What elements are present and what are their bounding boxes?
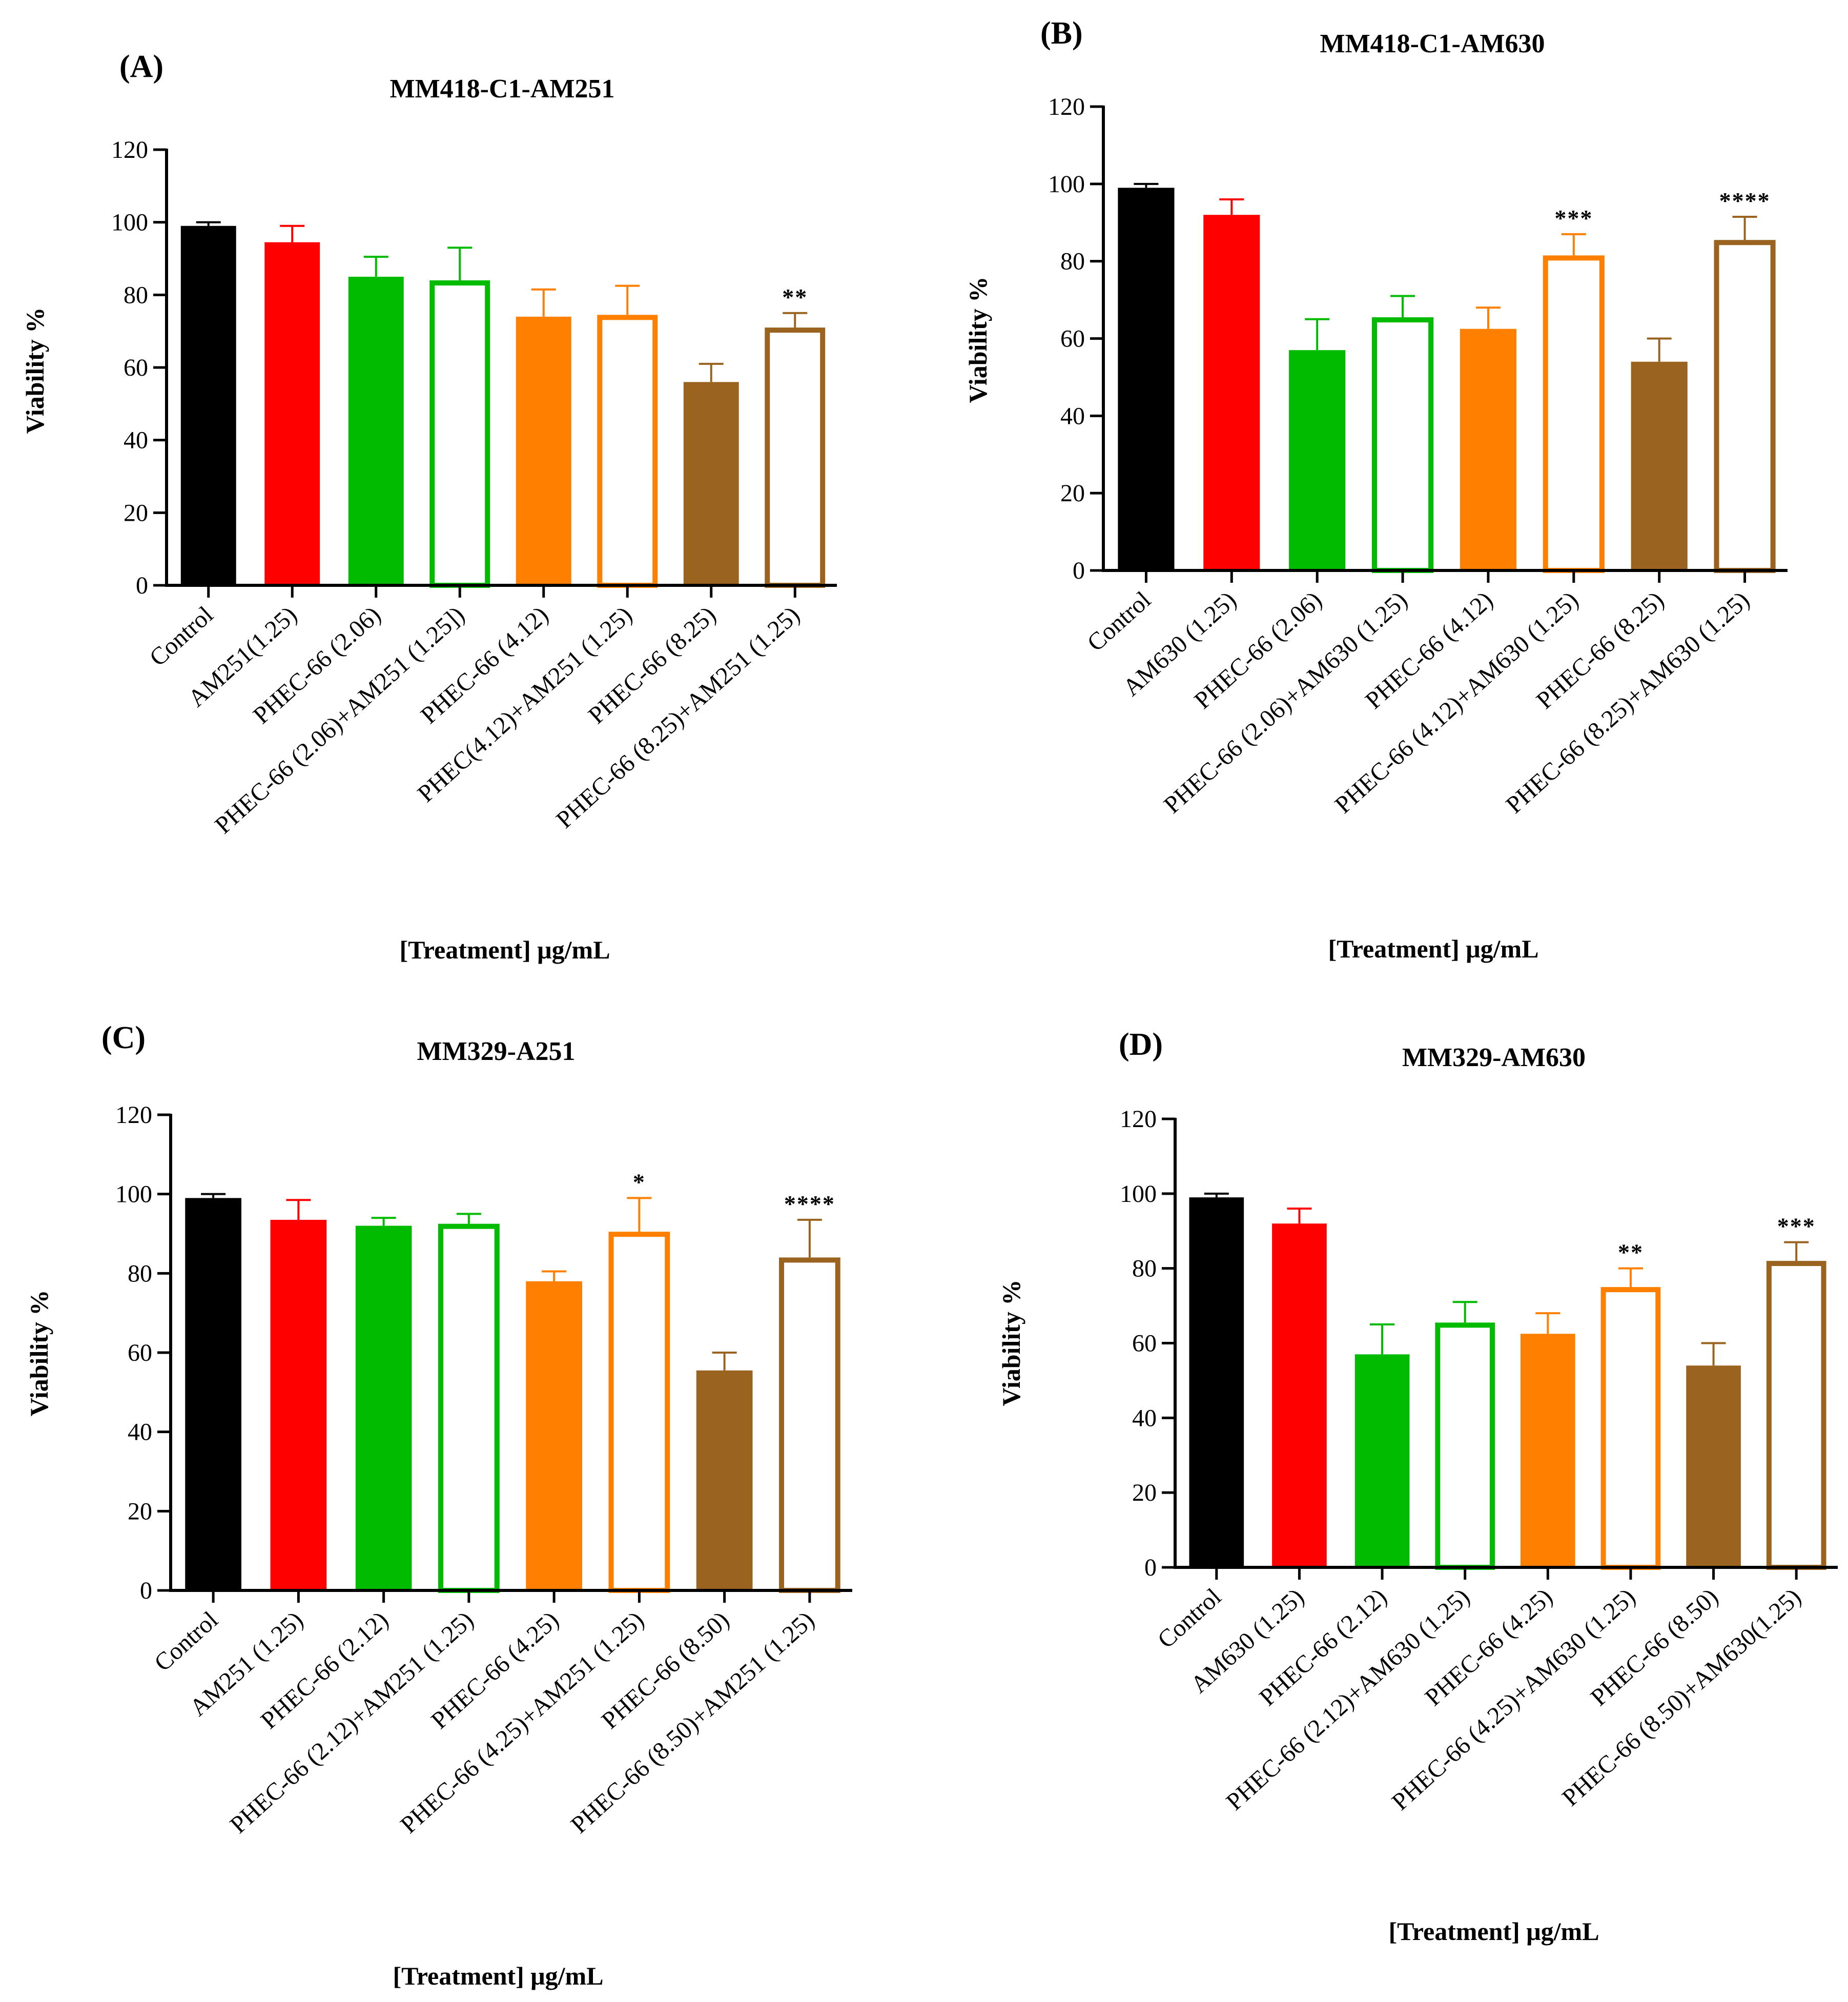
panel-b-y-axis-title: Viability %	[963, 277, 992, 403]
panel-c: (C) MM329-A251 Viability % [Treatment] μ…	[25, 1020, 852, 1990]
p2-y-tick-label-6: 120	[115, 1101, 152, 1129]
p2-y-tick-label-1: 20	[128, 1498, 152, 1525]
p3-bar-0	[1189, 1197, 1244, 1567]
p3-y-tick-label-5: 100	[1120, 1180, 1157, 1208]
p3-category-label-0: Control	[1153, 1583, 1226, 1654]
p3-y-tick-label-3: 60	[1132, 1330, 1157, 1357]
panel-b: (B) MM418-C1-AM630 Viability % [Treatmen…	[963, 16, 1788, 963]
p1-y-tick-label-4: 80	[1060, 248, 1085, 275]
panel-a: (A) MM418-C1-AM251 Viability % [Treatmen…	[20, 49, 837, 964]
p2-significance-7: ****	[784, 1191, 835, 1217]
p2-bar-1	[270, 1219, 327, 1590]
p3-bar-2	[1354, 1354, 1410, 1567]
p0-bar-2	[348, 276, 404, 585]
p2-bar-4	[526, 1281, 582, 1590]
p1-bar-7	[1714, 240, 1776, 573]
p1-significance-7: ****	[1719, 188, 1771, 214]
p2-bar-7	[779, 1257, 840, 1593]
p3-bar-5	[1600, 1287, 1661, 1570]
p0-y-tick-label-3: 60	[124, 354, 148, 381]
p2-significance-5: *	[633, 1169, 646, 1195]
panel-a-x-axis-title: [Treatment] μg/mL	[399, 935, 610, 964]
p2-category-label-0: Control	[149, 1606, 223, 1677]
p3-bar-7	[1766, 1261, 1826, 1570]
panel-b-title: MM418-C1-AM630	[1320, 29, 1545, 58]
panel-a-title: MM418-C1-AM251	[390, 74, 615, 104]
p0-y-tick-label-4: 80	[124, 281, 148, 309]
p3-y-tick-label-1: 20	[1132, 1479, 1157, 1506]
panel-d-title: MM329-AM630	[1402, 1043, 1586, 1072]
panel-d: (D) MM329-AM630 Viability % [Treatment] …	[997, 1027, 1838, 1946]
p1-y-tick-label-5: 100	[1048, 171, 1085, 198]
p3-y-tick-label-2: 40	[1132, 1404, 1157, 1432]
p0-y-tick-label-1: 20	[124, 499, 148, 526]
p2-bar-5	[608, 1232, 670, 1593]
panel-a-y-axis-title: Viability %	[20, 308, 49, 434]
p0-y-tick-label-5: 100	[111, 209, 148, 236]
p0-bar-5	[597, 315, 658, 588]
p1-y-tick-label-1: 20	[1060, 480, 1085, 507]
panel-d-x-axis-title: [Treatment] μg/mL	[1388, 1917, 1599, 1946]
p0-bar-6	[683, 382, 739, 585]
p1-bar-4	[1460, 329, 1517, 570]
p3-bar-4	[1520, 1334, 1575, 1567]
p3-bar-3	[1435, 1322, 1495, 1570]
p0-bar-1	[264, 242, 320, 585]
p0-bar-3	[429, 280, 490, 588]
p0-bar-0	[180, 226, 236, 585]
p1-y-tick-label-2: 40	[1060, 402, 1085, 430]
p2-bar-2	[355, 1225, 412, 1590]
p3-significance-5: **	[1618, 1239, 1644, 1265]
p0-significance-7: **	[782, 284, 808, 310]
p3-y-tick-label-4: 80	[1132, 1255, 1157, 1282]
p2-bar-6	[696, 1370, 753, 1590]
panel-c-y-axis-title: Viability %	[25, 1290, 53, 1417]
p1-bar-6	[1631, 361, 1688, 570]
p3-bar-1	[1272, 1223, 1327, 1567]
p2-bar-0	[185, 1198, 241, 1590]
panel-b-x-axis-title: [Treatment] μg/mL	[1328, 934, 1538, 963]
p3-y-tick-label-0: 0	[1144, 1554, 1157, 1581]
p2-y-tick-label-5: 100	[115, 1181, 152, 1208]
p1-y-tick-label-6: 120	[1048, 93, 1085, 120]
p1-y-tick-label-0: 0	[1073, 557, 1085, 584]
p2-y-tick-label-3: 60	[128, 1339, 152, 1366]
p1-bar-2	[1289, 350, 1346, 570]
p2-y-tick-label-2: 40	[128, 1419, 152, 1446]
p0-bar-7	[765, 328, 826, 588]
p1-y-tick-label-3: 60	[1060, 325, 1085, 353]
panel-d-label: (D)	[1119, 1027, 1163, 1062]
p1-bar-0	[1118, 188, 1175, 570]
panel-a-label: (A)	[119, 49, 163, 84]
p0-y-tick-label-0: 0	[136, 572, 148, 599]
p2-y-tick-label-4: 80	[128, 1260, 152, 1287]
p3-y-tick-label-6: 120	[1120, 1106, 1157, 1133]
p1-significance-5: ***	[1554, 205, 1593, 231]
p1-category-label-0: Control	[1082, 586, 1156, 657]
panel-c-title: MM329-A251	[417, 1037, 575, 1066]
p3-bar-6	[1686, 1365, 1741, 1567]
panel-c-label: (C)	[101, 1020, 146, 1055]
p2-bar-3	[438, 1223, 500, 1594]
panel-c-x-axis-title: [Treatment] μg/mL	[393, 1962, 603, 1990]
p2-y-tick-label-0: 0	[140, 1577, 152, 1604]
p0-y-tick-label-6: 120	[111, 136, 148, 164]
p0-y-tick-label-2: 40	[124, 427, 148, 454]
panel-d-y-axis-title: Viability %	[997, 1280, 1025, 1406]
p1-bar-1	[1203, 215, 1260, 571]
p0-bar-4	[516, 316, 571, 585]
p1-bar-3	[1371, 317, 1434, 573]
p1-bar-5	[1543, 255, 1605, 573]
p3-significance-7: ***	[1777, 1213, 1816, 1239]
panel-b-label: (B)	[1040, 16, 1083, 51]
p0-category-label-0: Control	[145, 601, 218, 672]
